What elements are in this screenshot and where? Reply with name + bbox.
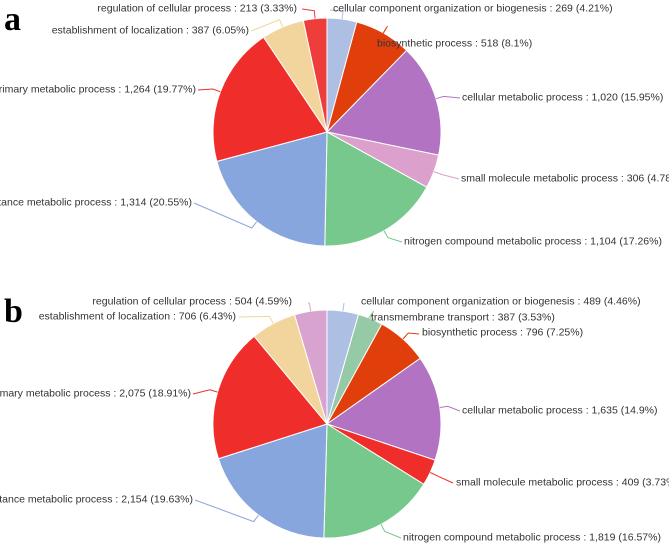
slice-label-small-molecule-metabolic-process: small molecule metabolic process : 409 (…	[456, 477, 669, 489]
leader-line-cellular-metabolic-process	[435, 95, 461, 100]
slice-label-biosynthetic-process: biosynthetic process : 518 (8.1%)	[377, 38, 532, 50]
slice-label-small-molecule-metabolic-process: small molecule metabolic process : 306 (…	[461, 173, 669, 185]
pie-slice-organic-substance-metabolic-process	[216, 131, 328, 247]
slice-label-cellular-component-organization-or-biogenesis: cellular component organization or bioge…	[361, 296, 641, 308]
leader-line-establishment-of-localization	[238, 315, 274, 324]
slice-label-regulation-of-cellular-process: regulation of cellular process : 504 (4.…	[92, 296, 292, 308]
slice-label-establishment-of-localization: establishment of localization : 387 (6.0…	[52, 25, 249, 37]
slice-label-cellular-metabolic-process: cellular metabolic process : 1,635 (14.9…	[462, 405, 658, 417]
pie-slice-primary-metabolic-process	[212, 36, 328, 162]
pie-slice-organic-substance-metabolic-process	[217, 423, 328, 539]
slice-label-organic-substance-metabolic-process: organic substance metabolic process : 2,…	[0, 494, 193, 506]
panel-letter-a: a	[4, 1, 21, 38]
leader-line-biosynthetic-process	[374, 25, 388, 47]
slice-label-primary-metabolic-process: primary metabolic process : 1,264 (19.77…	[0, 84, 196, 96]
slice-label-cellular-component-organization-or-biogenesis: cellular component organization or bioge…	[333, 3, 613, 15]
leader-line-regulation-of-cellular-process	[307, 302, 312, 312]
leader-line-organic-substance-metabolic-process	[193, 202, 258, 229]
pie-chart-a: cellular component organization or bioge…	[0, 3, 669, 248]
slice-label-biosynthetic-process: biosynthetic process : 796 (7.25%)	[422, 327, 583, 339]
leader-line-nitrogen-compound-metabolic-process	[380, 524, 402, 539]
leader-line-cellular-component-organization-or-biogenesis	[342, 303, 345, 312]
leader-line-small-molecule-metabolic-process	[433, 171, 460, 180]
leader-line-cellular-metabolic-process	[439, 405, 461, 412]
leader-line-primary-metabolic-process	[192, 389, 218, 395]
leader-line-nitrogen-compound-metabolic-process	[383, 230, 403, 243]
leader-line-primary-metabolic-process	[197, 88, 221, 93]
pie-slice-cellular-metabolic-process	[326, 49, 442, 156]
leader-line-small-molecule-metabolic-process	[429, 472, 454, 484]
slice-label-nitrogen-compound-metabolic-process: nitrogen compound metabolic process : 1,…	[403, 532, 661, 543]
slice-label-nitrogen-compound-metabolic-process: nitrogen compound metabolic process : 1,…	[404, 236, 662, 248]
leader-line-biosynthetic-process	[402, 332, 420, 340]
leader-line-transmembrane-transport	[367, 310, 374, 320]
slice-label-organic-substance-metabolic-process: organic substance metabolic process : 1,…	[0, 197, 192, 209]
leader-line-cellular-component-organization-or-biogenesis	[329, 9, 344, 20]
panel-letter-b: b	[4, 293, 23, 330]
leader-line-establishment-of-localization	[250, 18, 284, 32]
leader-line-organic-substance-metabolic-process	[194, 499, 259, 523]
slice-label-cellular-metabolic-process: cellular metabolic process : 1,020 (15.9…	[462, 92, 663, 104]
pie-slice-regulation-of-cellular-process	[302, 17, 328, 133]
slice-label-transmembrane-transport: transmembrane transport : 387 (3.53%)	[371, 312, 555, 324]
pie-slice-nitrogen-compound-metabolic-process	[324, 131, 428, 247]
slice-label-regulation-of-cellular-process: regulation of cellular process : 213 (3.…	[97, 3, 297, 15]
slice-label-establishment-of-localization: establishment of localization : 706 (6.4…	[39, 311, 236, 323]
pie-chart-b: cellular component organization or bioge…	[0, 296, 669, 543]
leader-line-regulation-of-cellular-process	[301, 8, 316, 19]
slice-label-primary-metabolic-process: primary metabolic process : 2,075 (18.91…	[0, 388, 191, 400]
